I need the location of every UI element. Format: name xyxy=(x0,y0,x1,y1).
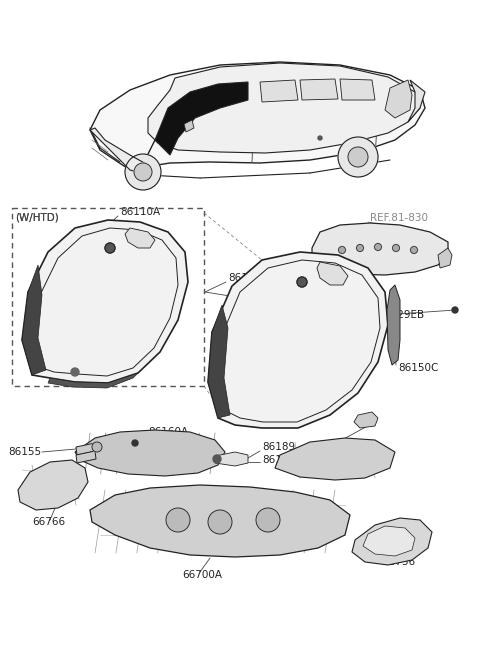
Text: 86155: 86155 xyxy=(8,447,41,457)
Circle shape xyxy=(348,147,368,167)
Polygon shape xyxy=(300,79,338,100)
Circle shape xyxy=(105,243,115,253)
Polygon shape xyxy=(125,228,155,248)
Text: 86124D: 86124D xyxy=(318,450,359,460)
Circle shape xyxy=(410,247,418,253)
Polygon shape xyxy=(155,82,248,155)
Polygon shape xyxy=(76,451,96,463)
Polygon shape xyxy=(363,526,415,556)
Polygon shape xyxy=(215,452,248,466)
Polygon shape xyxy=(148,63,420,153)
Polygon shape xyxy=(184,120,194,132)
Text: 86160A: 86160A xyxy=(148,427,188,437)
Polygon shape xyxy=(385,80,412,118)
Circle shape xyxy=(357,245,363,251)
Text: 86179: 86179 xyxy=(262,455,295,465)
Circle shape xyxy=(338,137,378,177)
Text: (W/HTD): (W/HTD) xyxy=(15,213,59,223)
Circle shape xyxy=(166,508,190,532)
Text: 86115: 86115 xyxy=(295,300,328,310)
Circle shape xyxy=(297,277,307,287)
Polygon shape xyxy=(48,373,138,388)
Polygon shape xyxy=(76,443,96,455)
Polygon shape xyxy=(22,220,188,383)
Text: 86110A: 86110A xyxy=(120,207,160,217)
Polygon shape xyxy=(312,223,448,275)
Text: 86150B: 86150B xyxy=(330,467,370,477)
Text: 1129EB: 1129EB xyxy=(385,310,425,320)
Text: 66756: 66756 xyxy=(382,557,415,567)
Polygon shape xyxy=(22,265,46,375)
Polygon shape xyxy=(75,430,225,476)
Text: REF.81-830: REF.81-830 xyxy=(370,213,428,223)
Polygon shape xyxy=(317,262,348,285)
Polygon shape xyxy=(387,285,400,365)
Text: 66700A: 66700A xyxy=(182,570,222,580)
Circle shape xyxy=(393,245,399,251)
Circle shape xyxy=(134,163,152,181)
Polygon shape xyxy=(275,438,395,480)
Circle shape xyxy=(256,508,280,532)
Circle shape xyxy=(213,455,221,463)
Polygon shape xyxy=(18,460,88,510)
Circle shape xyxy=(374,243,382,251)
Circle shape xyxy=(92,442,102,452)
Polygon shape xyxy=(352,518,432,565)
Circle shape xyxy=(208,510,232,534)
Circle shape xyxy=(318,136,322,140)
Polygon shape xyxy=(408,80,425,122)
Polygon shape xyxy=(438,248,452,268)
Text: 86150C: 86150C xyxy=(398,363,438,373)
Polygon shape xyxy=(90,485,350,557)
Text: 86115: 86115 xyxy=(125,240,158,250)
Polygon shape xyxy=(208,305,230,418)
Circle shape xyxy=(132,440,138,446)
Text: 66766: 66766 xyxy=(32,517,65,527)
Polygon shape xyxy=(90,128,148,175)
Polygon shape xyxy=(340,79,375,100)
Text: 86156: 86156 xyxy=(108,453,141,463)
Text: 86110A: 86110A xyxy=(228,273,268,283)
Polygon shape xyxy=(90,62,425,170)
Polygon shape xyxy=(354,412,378,428)
Polygon shape xyxy=(260,80,298,102)
Text: 86157A: 86157A xyxy=(108,438,148,448)
Circle shape xyxy=(338,247,346,253)
Circle shape xyxy=(71,368,79,376)
Text: 86189: 86189 xyxy=(262,442,295,452)
Polygon shape xyxy=(208,252,388,428)
Circle shape xyxy=(125,154,161,190)
Circle shape xyxy=(452,307,458,313)
Text: (W/HTD): (W/HTD) xyxy=(15,213,59,223)
